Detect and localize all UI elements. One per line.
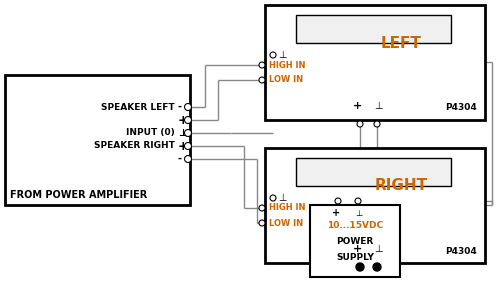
Text: POWER: POWER [336,237,374,247]
Text: +: + [354,244,362,254]
Circle shape [270,52,276,58]
Circle shape [357,264,363,270]
Circle shape [373,263,381,271]
Text: INPUT (0): INPUT (0) [126,129,175,137]
Circle shape [184,103,192,111]
Circle shape [259,220,265,226]
Circle shape [259,62,265,68]
Text: P4304: P4304 [446,103,477,113]
Text: HIGH IN: HIGH IN [269,203,306,213]
Text: -: - [178,102,182,112]
Bar [5,75,190,205]
Circle shape [259,77,265,83]
Text: LOW IN: LOW IN [269,76,303,84]
Circle shape [357,121,363,127]
Circle shape [184,117,192,123]
Text: ⊥: ⊥ [278,50,286,60]
Circle shape [270,195,276,201]
Bar [296,15,451,43]
Text: FROM POWER AMPLIFIER: FROM POWER AMPLIFIER [10,190,147,200]
Bar [310,205,400,277]
Text: ⊥: ⊥ [374,101,382,111]
Circle shape [335,198,341,204]
Text: -: - [178,154,182,164]
Text: ⊥: ⊥ [178,128,187,138]
Text: +: + [178,113,188,127]
Text: ⊥: ⊥ [278,193,286,203]
Text: ⊥: ⊥ [374,244,382,254]
Text: HIGH IN: HIGH IN [269,60,306,70]
Bar [265,148,485,263]
Circle shape [259,205,265,211]
Circle shape [374,121,380,127]
Text: ⊥: ⊥ [356,209,362,217]
Text: RIGHT: RIGHT [375,178,428,194]
Circle shape [184,129,192,137]
Text: LEFT: LEFT [381,36,422,50]
Text: +: + [354,101,362,111]
Circle shape [184,142,192,150]
Circle shape [184,156,192,162]
Bar [296,158,451,186]
Text: P4304: P4304 [446,247,477,255]
Text: 10...15VDC: 10...15VDC [327,221,383,229]
Text: +: + [178,139,188,152]
Text: SPEAKER RIGHT: SPEAKER RIGHT [94,141,175,150]
Circle shape [356,263,364,271]
Text: SUPPLY: SUPPLY [336,253,374,262]
Circle shape [374,264,380,270]
Text: +: + [332,208,340,218]
Text: LOW IN: LOW IN [269,219,303,227]
Circle shape [355,198,361,204]
Text: SPEAKER LEFT: SPEAKER LEFT [102,103,175,111]
Bar [265,5,485,120]
